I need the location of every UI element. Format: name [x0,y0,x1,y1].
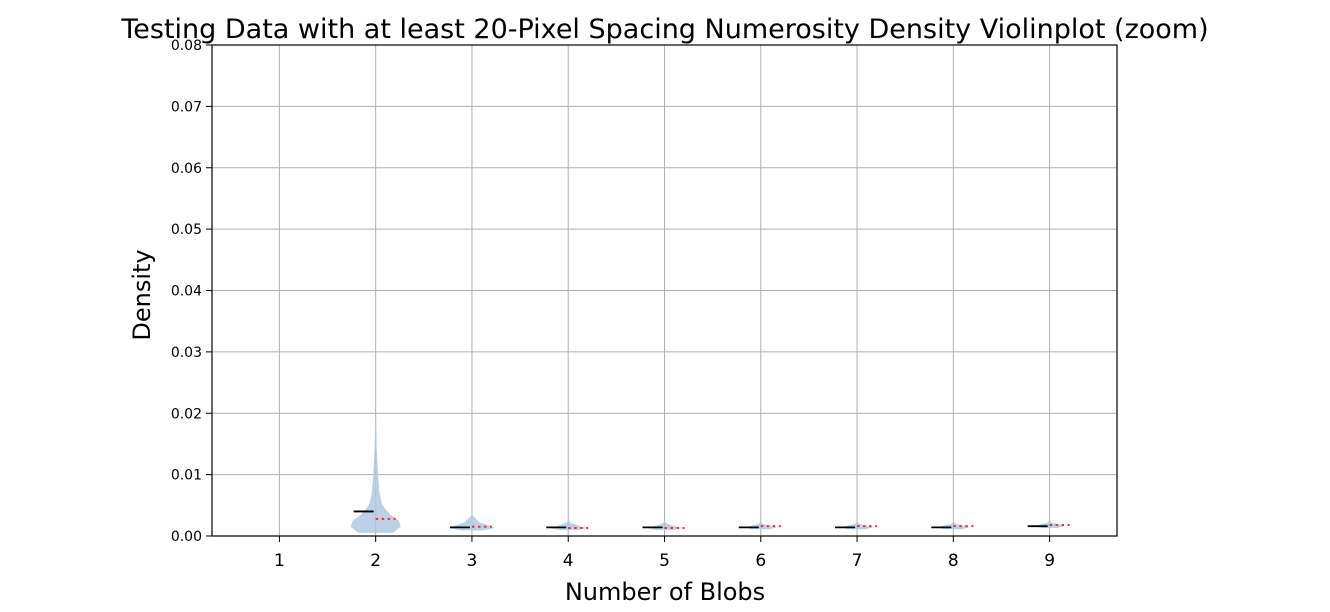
violin-body [350,416,401,533]
x-axis-label: Number of Blobs [565,578,765,606]
y-tick-label: 0.04 [171,284,202,300]
y-tick-label: 0.08 [171,38,202,54]
y-tick-label: 0.07 [171,99,202,115]
x-tick-label: 4 [563,551,574,571]
x-tick-label: 1 [274,551,285,571]
y-axis-label: Density [128,249,156,340]
x-tick-label: 6 [755,551,766,571]
y-tick-label: 0.05 [171,222,202,238]
y-tick-label: 0.00 [171,529,202,545]
x-tick-label: 8 [948,551,959,571]
chart-title: Testing Data with at least 20-Pixel Spac… [120,14,1208,45]
x-tick-label: 2 [370,551,381,571]
y-tick-label: 0.02 [171,406,202,422]
x-tick-label: 9 [1044,551,1055,571]
x-tick-label: 5 [659,551,670,571]
x-tick-label: 3 [467,551,478,571]
x-tick-label: 7 [852,551,863,571]
violin-body [448,513,496,531]
grid-layer [212,44,1117,537]
tick-layer: 0.00 0.01 0.02 0.03 0.04 0.05 0.06 0.07 0.08 1 2 3 4… [171,38,1055,571]
stats-layer [353,510,1070,530]
y-tick-label: 0.03 [171,345,202,361]
y-tick-label: 0.01 [171,468,202,484]
y-tick-label: 0.06 [171,161,202,177]
